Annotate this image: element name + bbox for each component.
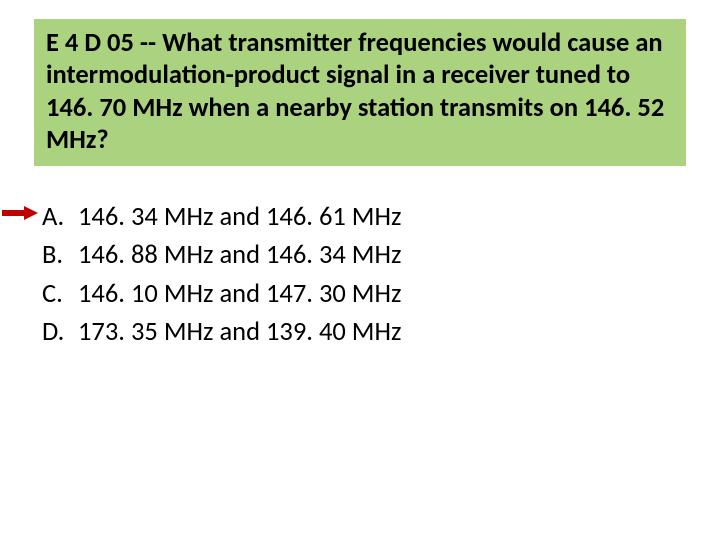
- answer-option-d: D. 173. 35 MHz and 139. 40 MHz: [42, 313, 401, 351]
- answer-letter: C.: [42, 275, 78, 313]
- answer-text: 173. 35 MHz and 139. 40 MHz: [78, 313, 401, 351]
- answer-option-c: C. 146. 10 MHz and 147. 30 MHz: [42, 275, 401, 313]
- question-text: E 4 D 05 -- What transmitter frequencies…: [46, 27, 674, 156]
- question-box: E 4 D 05 -- What transmitter frequencies…: [34, 19, 686, 166]
- correct-answer-arrow-icon: [2, 206, 38, 220]
- answer-text: 146. 88 MHz and 146. 34 MHz: [78, 236, 401, 274]
- answer-letter: D.: [42, 313, 78, 351]
- answer-text: 146. 10 MHz and 147. 30 MHz: [78, 275, 401, 313]
- answer-option-b: B. 146. 88 MHz and 146. 34 MHz: [42, 236, 401, 274]
- arrow-shape: [2, 206, 38, 220]
- answer-letter: B.: [42, 236, 78, 274]
- answer-text: 146. 34 MHz and 146. 61 MHz: [78, 198, 401, 236]
- answers-list: A. 146. 34 MHz and 146. 61 MHz B. 146. 8…: [42, 198, 401, 352]
- answer-option-a: A. 146. 34 MHz and 146. 61 MHz: [42, 198, 401, 236]
- answer-letter: A.: [42, 198, 78, 236]
